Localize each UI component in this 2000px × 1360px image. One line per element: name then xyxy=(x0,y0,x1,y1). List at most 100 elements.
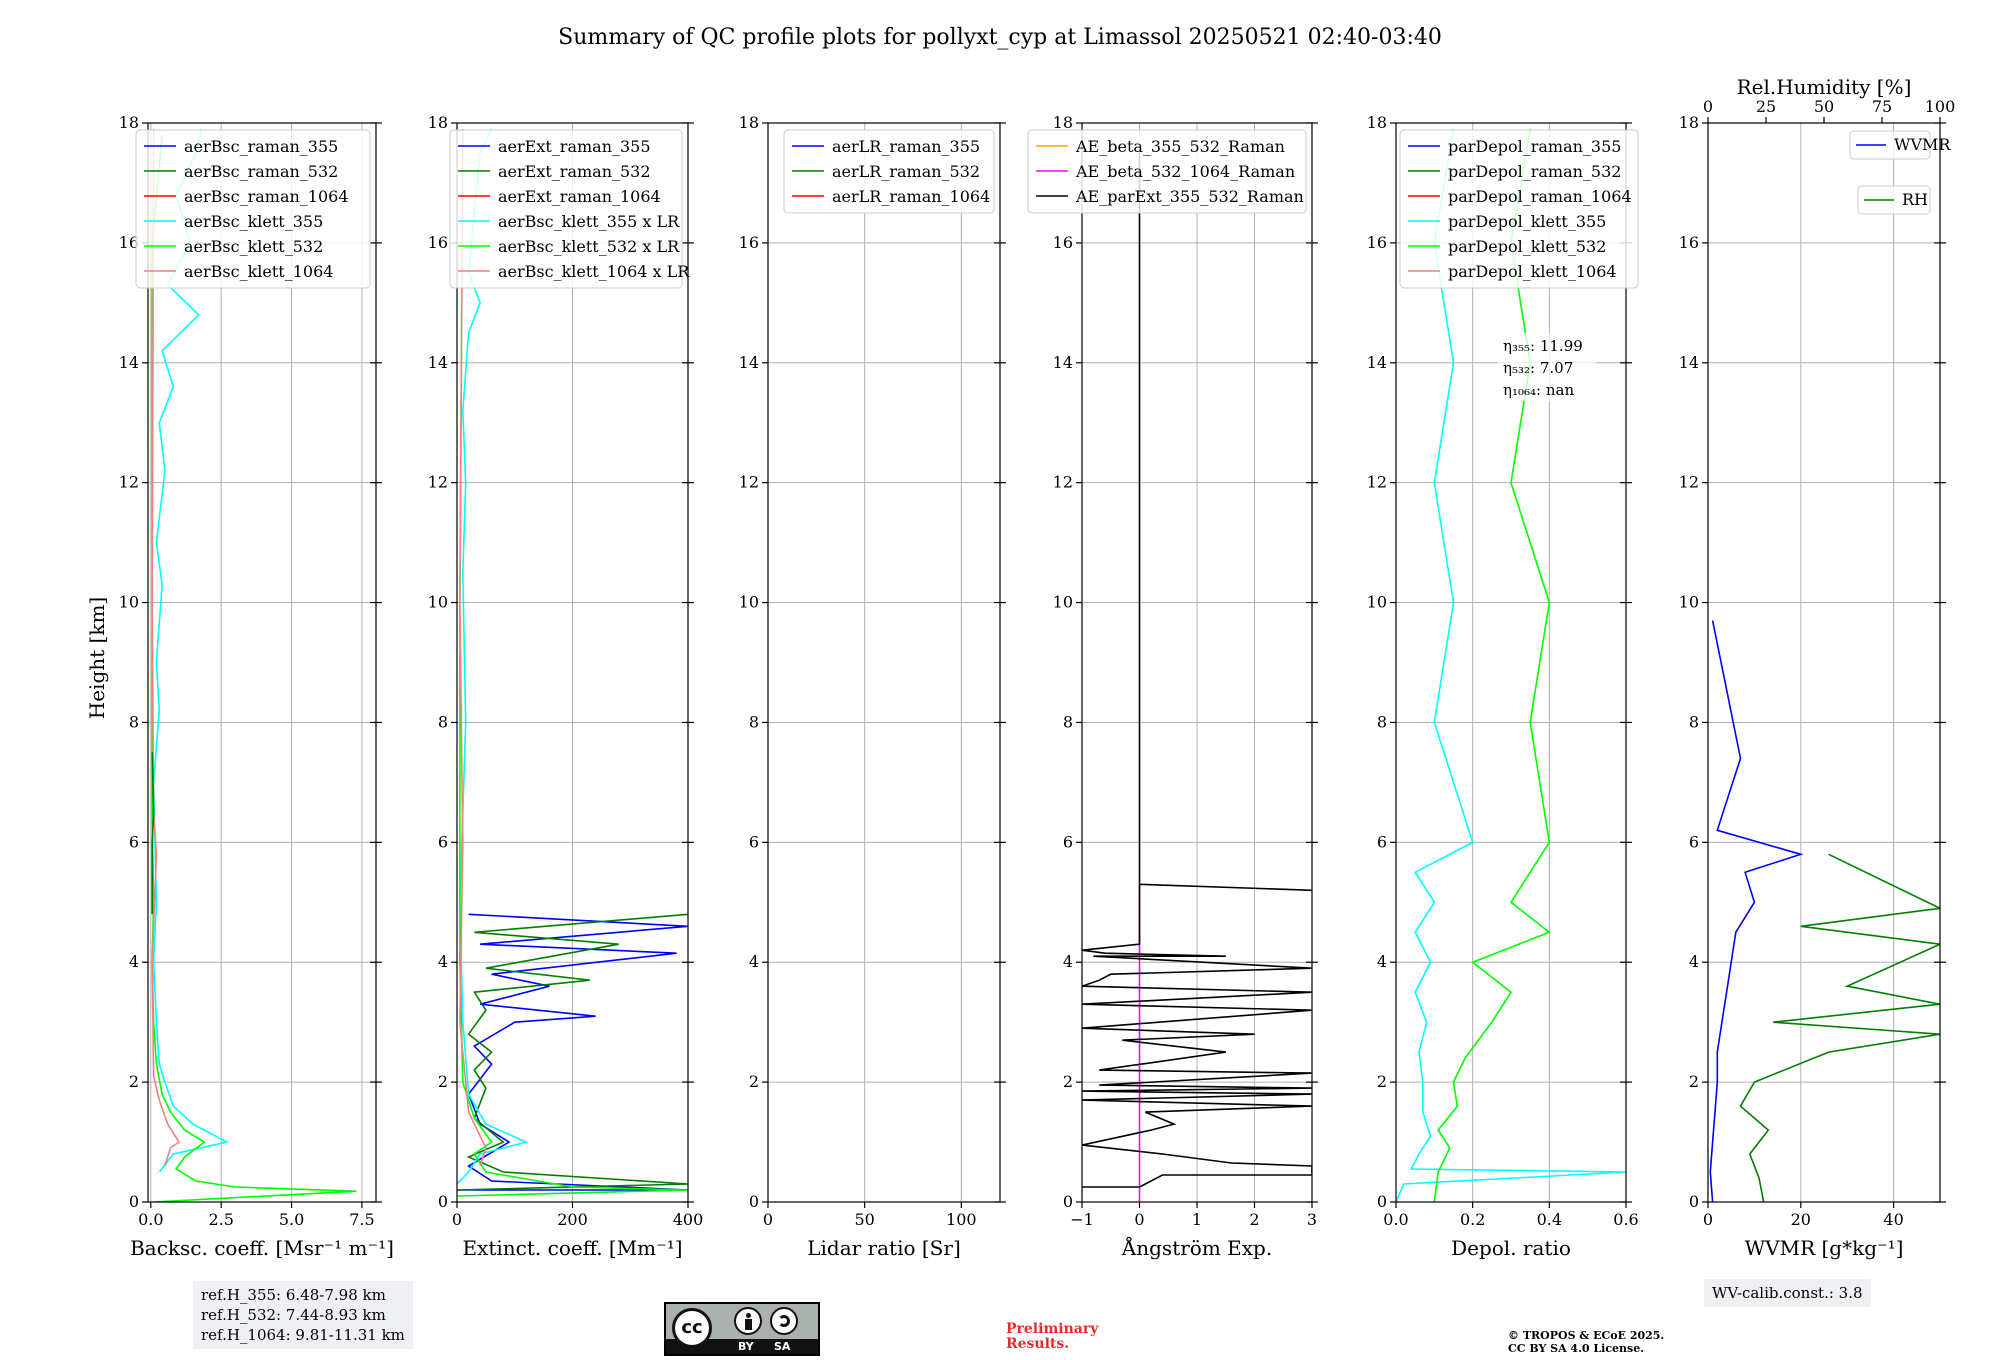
ytick-label: 0 xyxy=(749,1192,759,1211)
ytick-label: 14 xyxy=(1679,353,1699,372)
series-aerBsc_raman_532 xyxy=(151,752,155,915)
legend-label: parDepol_raman_1064 xyxy=(1448,187,1632,206)
ytick-label: 4 xyxy=(1063,952,1073,971)
eta-annotation-box xyxy=(1498,333,1596,401)
xtick-label: 0 xyxy=(1703,1210,1713,1229)
ref-height-355: ref.H_355: 6.48-7.98 km xyxy=(201,1286,386,1304)
top-xtick-label: 0 xyxy=(1703,97,1713,116)
ytick-label: 18 xyxy=(1053,113,1073,132)
ytick-label: 10 xyxy=(119,593,139,612)
ytick-label: 14 xyxy=(1053,353,1073,372)
legend-box xyxy=(1399,129,1639,289)
xtick-label: 5.0 xyxy=(279,1210,304,1229)
legend-box xyxy=(449,129,683,289)
series-group xyxy=(151,128,357,1202)
legend-label: aerBsc_raman_1064 xyxy=(184,187,349,206)
ref-height-box: ref.H_355: 6.48-7.98 km ref.H_532: 7.44-… xyxy=(193,1281,413,1349)
top-xtick-label: 50 xyxy=(1814,97,1834,116)
height-axis-label: Height [km] xyxy=(85,597,109,719)
series-RH xyxy=(1739,853,1940,1202)
x-axis-label: Depol. ratio xyxy=(1451,1236,1571,1260)
legend-label: aerBsc_klett_532 xyxy=(184,237,323,256)
ytick-label: 10 xyxy=(428,593,448,612)
xtick-label: 200 xyxy=(557,1210,588,1229)
ytick-label: 6 xyxy=(1063,832,1073,851)
sa-share-alike-icon xyxy=(770,1307,798,1335)
series-aerExt_raman_355 xyxy=(457,913,688,1191)
by-label: BY xyxy=(738,1340,754,1353)
legend-label: aerBsc_klett_355 xyxy=(184,212,323,231)
xtick-label: 1 xyxy=(1192,1210,1202,1229)
legend-label: aerBsc_klett_1064 x LR xyxy=(498,262,690,281)
legend-label: AE_beta_532_1064_Raman xyxy=(1075,162,1295,181)
ytick-label: 0 xyxy=(438,1192,448,1211)
ytick-label: 16 xyxy=(739,233,759,252)
panel-lr: 0 2 4 6 8 10 12 14 16 18 0 50 100 Lidar ratio [Sr] aer… xyxy=(739,113,1006,1260)
x-axis-label: Ångström Exp. xyxy=(1121,1235,1272,1260)
legend-label: aerBsc_klett_1064 xyxy=(184,262,333,281)
legend-box xyxy=(1849,130,1931,160)
series-parDepol_klett_532 xyxy=(1433,128,1551,1202)
panel-ext: 0 2 4 6 8 10 12 14 16 18 0 200 400 Extinct. coeff. [M… xyxy=(428,113,704,1260)
copyright-note: © TROPOS & ECoE 2025. CC BY SA 4.0 Licen… xyxy=(1508,1329,1664,1355)
ytick-label: 4 xyxy=(749,952,759,971)
legend-label: parDepol_klett_532 xyxy=(1448,237,1606,256)
ytick-label: 16 xyxy=(1679,233,1699,252)
legend-label: aerBsc_klett_355 x LR xyxy=(498,212,680,231)
ytick-label: 2 xyxy=(1377,1072,1387,1091)
ytick-label: 6 xyxy=(749,832,759,851)
xtick-label: 100 xyxy=(946,1210,977,1229)
eta-annotation-line: η₅₃₂: 7.07 xyxy=(1503,359,1573,377)
top-xtick-label: 100 xyxy=(1925,97,1956,116)
cc-by-sa-badge: cc BY SA xyxy=(664,1302,820,1356)
top-xtick-label: 25 xyxy=(1756,97,1776,116)
legend-label: aerBsc_raman_532 xyxy=(184,162,338,181)
series-aerBsc_klett_1064 x LR xyxy=(459,128,487,1167)
xtick-label: 0 xyxy=(1134,1210,1144,1229)
preliminary-line-2: Results. xyxy=(1006,1336,1070,1352)
ytick-label: 18 xyxy=(428,113,448,132)
figure-title: Summary of QC profile plots for pollyxt_… xyxy=(558,25,1442,50)
xtick-label: 2 xyxy=(1249,1210,1259,1229)
ytick-label: 18 xyxy=(739,113,759,132)
legend-label: parDepol_raman_355 xyxy=(1448,137,1621,156)
ytick-label: 8 xyxy=(438,712,448,731)
xtick-label: 0 xyxy=(452,1210,462,1229)
ytick-label: 16 xyxy=(428,233,448,252)
ytick-label: 2 xyxy=(129,1072,139,1091)
ytick-label: 2 xyxy=(1063,1072,1073,1091)
x-axis-label: Extinct. coeff. [Mm⁻¹] xyxy=(462,1236,682,1260)
ytick-label: 4 xyxy=(438,952,448,971)
series-parDepol_klett_355 xyxy=(1396,128,1626,1202)
xtick-label: 40 xyxy=(1883,1210,1903,1229)
xtick-label: 0.0 xyxy=(1383,1210,1408,1229)
xtick-label: −1 xyxy=(1070,1210,1094,1229)
series-group xyxy=(457,128,688,1197)
sa-label: SA xyxy=(774,1340,791,1353)
ytick-label: 14 xyxy=(428,353,448,372)
series-group xyxy=(1709,620,1940,1202)
ytick-label: 4 xyxy=(1689,952,1699,971)
ytick-label: 0 xyxy=(129,1192,139,1211)
ytick-label: 8 xyxy=(129,712,139,731)
panel-depol: 0 2 4 6 8 10 12 14 16 18 0.0 0.2 0.4 0.6 Depol. ratio p… xyxy=(1367,113,1639,1260)
wv-calib-constant: WV-calib.const.: 3.8 xyxy=(1712,1284,1863,1302)
legend-label: parDepol_klett_355 xyxy=(1448,212,1606,231)
legend-label: WVMR xyxy=(1894,135,1951,154)
ytick-label: 12 xyxy=(119,473,139,492)
ytick-label: 16 xyxy=(1367,233,1387,252)
top-xtick-label: 75 xyxy=(1872,97,1892,116)
ytick-label: 8 xyxy=(1689,712,1699,731)
ytick-label: 0 xyxy=(1377,1192,1387,1211)
ytick-label: 8 xyxy=(749,712,759,731)
series-aerBsc_klett_355 xyxy=(152,128,230,1173)
xtick-label: 7.5 xyxy=(349,1210,374,1229)
x-axis-label: Lidar ratio [Sr] xyxy=(807,1236,961,1260)
ytick-label: 12 xyxy=(428,473,448,492)
series-group xyxy=(1396,128,1626,1202)
ytick-label: 14 xyxy=(119,353,139,372)
series-AE_parExt_355_532_Raman xyxy=(1082,153,1312,1188)
